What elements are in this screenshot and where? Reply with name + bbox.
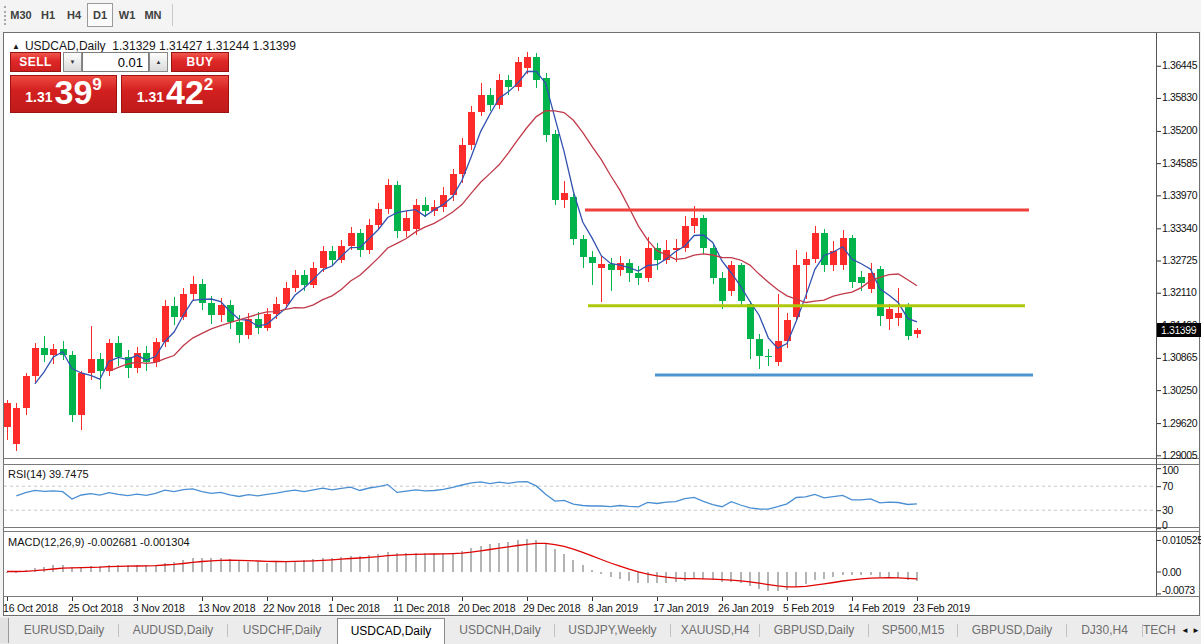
chart-title-row: ▲ USDCAD,Daily 1.31329 1.31427 1.31244 1.… xyxy=(12,39,296,53)
macd-indicator-label: MACD(12,26,9) -0.002681 -0.001304 xyxy=(8,536,190,548)
timeframe-button-w1[interactable]: W1 xyxy=(114,3,140,27)
expander-icon[interactable]: ▲ xyxy=(12,42,20,51)
buy-price-prefix: 1.31 xyxy=(137,90,164,104)
date-axis-label: 16 Oct 2018 xyxy=(3,602,58,614)
tab-xauusd-h4[interactable]: XAUUSD,H4 xyxy=(671,618,759,643)
lot-size-input[interactable] xyxy=(82,52,149,72)
tabs-scroll-left-icon[interactable]: ◄ xyxy=(1181,626,1189,636)
date-axis-label: 11 Dec 2018 xyxy=(393,602,450,614)
sell-price-box[interactable]: 1.31399 xyxy=(10,75,117,113)
tab-usdcad-daily[interactable]: USDCAD,Daily xyxy=(337,618,445,644)
buy-price-big: 42 xyxy=(166,79,204,107)
date-axis-label: 20 Dec 2018 xyxy=(458,602,515,614)
ohlc-close: 1.31399 xyxy=(252,39,295,53)
buy-button[interactable]: BUY xyxy=(171,52,229,72)
tab-gbpusd-daily[interactable]: GBPUSD,Daily xyxy=(760,618,868,643)
macd-scale-label: 0.00 xyxy=(1162,566,1181,578)
tabbar-left-edge xyxy=(0,618,9,643)
price-axis-label: 1.29620 xyxy=(1162,417,1197,429)
price-axis-label: 1.31490 xyxy=(1162,319,1197,331)
sell-price-big: 39 xyxy=(54,79,92,107)
chart-title: USDCAD,Daily xyxy=(25,39,106,53)
price-axis-label: 1.30250 xyxy=(1162,384,1197,396)
rsi-scale-label: 30 xyxy=(1162,504,1173,516)
ohlc-open: 1.31329 xyxy=(112,39,155,53)
timeframe-button-h4[interactable]: H4 xyxy=(62,3,86,27)
price-axis-label: 1.33340 xyxy=(1162,222,1197,234)
price-axis-label: 1.30865 xyxy=(1162,351,1197,363)
price-axis-label: 1.32110 xyxy=(1162,286,1196,298)
tab-gbpusd-daily[interactable]: GBPUSD,Daily xyxy=(958,618,1066,643)
rsi-scale-label: 70 xyxy=(1162,480,1173,492)
macd-scale-label: -0.0073 xyxy=(1162,584,1195,596)
buy-price-sup: 2 xyxy=(204,76,213,93)
rsi-scale-label: 0 xyxy=(1162,519,1167,531)
date-axis-label: 25 Oct 2018 xyxy=(68,602,123,614)
tab-eurusd-daily[interactable]: EURUSD,Daily xyxy=(10,618,118,643)
price-axis-label: 1.36445 xyxy=(1162,59,1197,71)
price-axis-label: 1.32725 xyxy=(1162,254,1197,266)
timeframe-toolbar: M30H1H4D1W1MN xyxy=(0,0,1201,31)
date-axis-label: 23 Feb 2019 xyxy=(913,602,970,614)
price-axis-label: 1.35830 xyxy=(1162,91,1197,103)
tab-usdcnh-daily[interactable]: USDCNH,Daily xyxy=(446,618,554,643)
macd-scale-label: 0.010525 xyxy=(1162,534,1201,546)
tab-dj30-h4[interactable]: DJ30,H4 xyxy=(1067,618,1142,643)
timeframe-button-d1[interactable]: D1 xyxy=(87,3,113,27)
sell-price-sup: 9 xyxy=(92,76,101,93)
toolbar-grip-icon[interactable] xyxy=(4,6,7,25)
price-axis-label: 1.29005 xyxy=(1162,449,1197,461)
tabs-scroll-right-icon[interactable]: ► xyxy=(1192,626,1200,636)
tab-usdjpy-weekly[interactable]: USDJPY,Weekly xyxy=(555,618,670,643)
price-axis-label: 1.33970 xyxy=(1162,189,1197,201)
date-axis-label: 26 Jan 2019 xyxy=(718,602,774,614)
toolbar-separator xyxy=(172,4,173,26)
date-axis-label: 14 Feb 2019 xyxy=(848,602,905,614)
date-axis-label: 1 Dec 2018 xyxy=(328,602,380,614)
tab-sp500-m15[interactable]: SP500,M15 xyxy=(869,618,957,643)
timeframe-button-mn[interactable]: MN xyxy=(140,3,166,27)
lot-dropdown-button[interactable]: ▼ xyxy=(63,52,82,72)
date-axis-label: 22 Nov 2018 xyxy=(263,602,320,614)
sell-price-prefix: 1.31 xyxy=(25,90,52,104)
price-axis-label: 1.34585 xyxy=(1162,157,1197,169)
price-axis-label: 1.35200 xyxy=(1162,124,1197,136)
date-axis-label: 13 Nov 2018 xyxy=(198,602,255,614)
sell-button[interactable]: SELL xyxy=(10,52,61,72)
ohlc-high: 1.31427 xyxy=(159,39,202,53)
tab-tech100-h4[interactable]: TECH100,H4 xyxy=(1143,618,1176,643)
timeframe-button-h1[interactable]: H1 xyxy=(36,3,60,27)
timeframe-button-m30[interactable]: M30 xyxy=(8,3,34,27)
rsi-scale-label: 100 xyxy=(1162,464,1178,476)
lot-spinner-button[interactable]: ▲ xyxy=(149,52,168,72)
date-axis-label: 29 Dec 2018 xyxy=(523,602,580,614)
rsi-indicator-label: RSI(14) 39.7475 xyxy=(8,468,89,480)
buy-price-box[interactable]: 1.31422 xyxy=(121,75,229,113)
chart-tab-bar: EURUSD,DailyAUDUSD,DailyUSDCHF,DailyUSDC… xyxy=(0,617,1201,644)
tab-audusd-daily[interactable]: AUDUSD,Daily xyxy=(119,618,227,643)
date-axis-label: 8 Jan 2019 xyxy=(588,602,638,614)
ohlc-low: 1.31244 xyxy=(206,39,249,53)
date-axis-label: 3 Nov 2018 xyxy=(133,602,185,614)
date-axis-label: 5 Feb 2019 xyxy=(783,602,834,614)
date-axis-label: 17 Jan 2019 xyxy=(653,602,709,614)
tab-usdchf-daily[interactable]: USDCHF,Daily xyxy=(228,618,336,643)
